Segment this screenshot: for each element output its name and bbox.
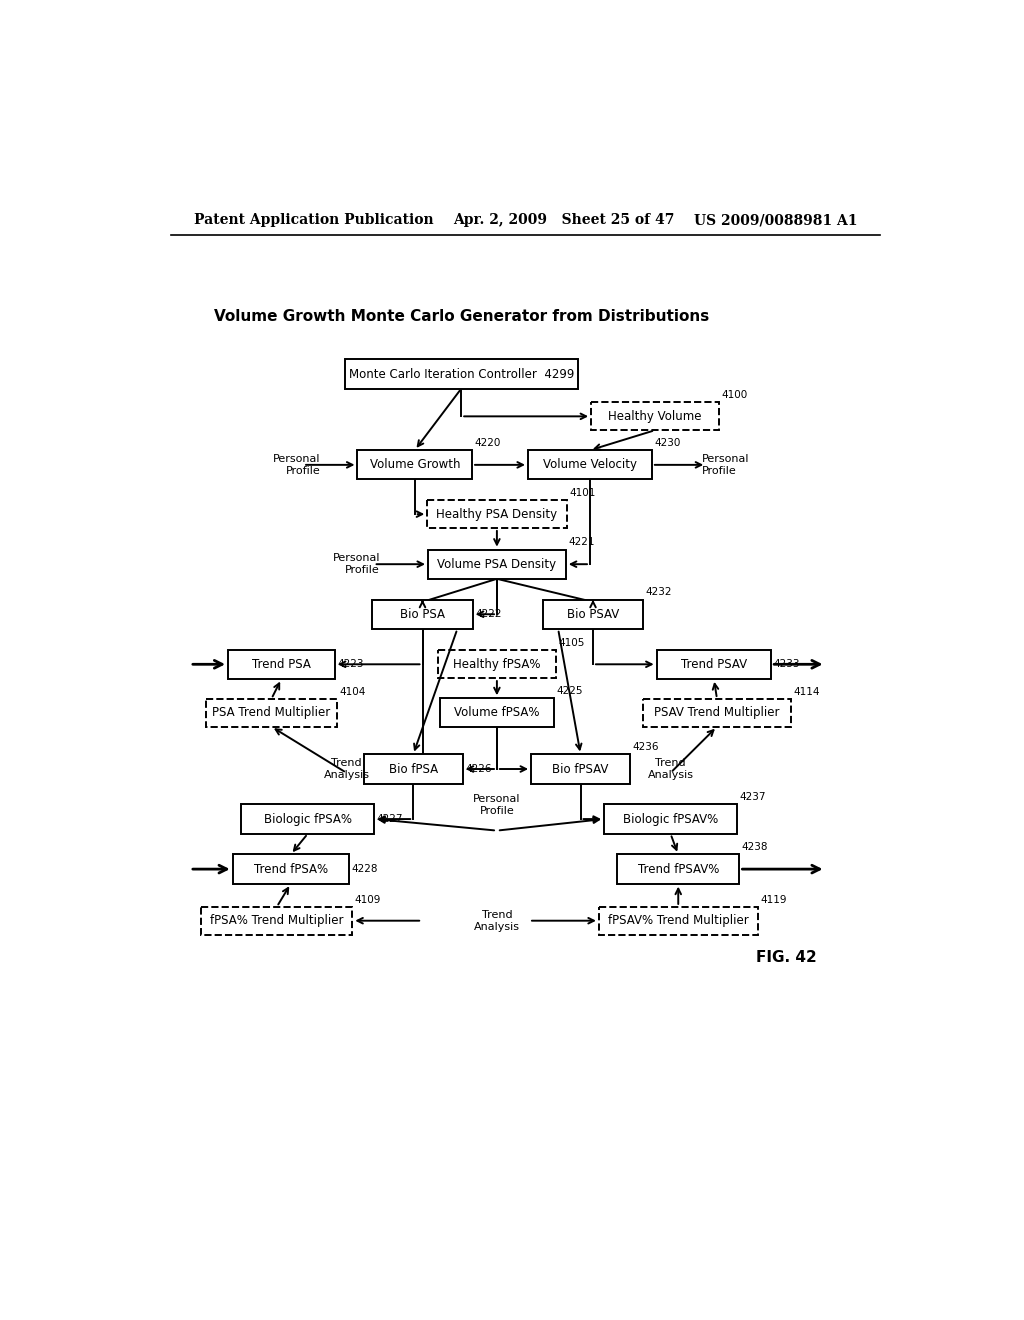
Bar [427,500,566,528]
Text: 4114: 4114 [793,686,819,697]
Text: 4105: 4105 [558,638,585,648]
Bar [591,403,719,430]
Text: Bio fPSA: Bio fPSA [389,763,438,776]
Bar [531,755,630,784]
Text: 4226: 4226 [465,764,492,774]
Bar [528,450,652,479]
Bar [643,700,791,726]
Text: Monte Carlo Iteration Controller  4299: Monte Carlo Iteration Controller 4299 [348,367,573,380]
Bar [543,599,643,628]
Text: Bio PSA: Bio PSA [400,607,445,620]
Text: Volume PSA Density: Volume PSA Density [437,557,556,570]
Text: fPSA% Trend Multiplier: fPSA% Trend Multiplier [210,915,343,927]
Text: Bio fPSAV: Bio fPSAV [552,763,609,776]
Bar [241,804,375,834]
Text: Biologic fPSA%: Biologic fPSA% [264,813,352,825]
Bar [357,450,472,479]
Text: Patent Application Publication: Patent Application Publication [194,213,433,227]
Text: 4225: 4225 [557,686,583,696]
Text: Volume Growth: Volume Growth [370,458,460,471]
Text: 4109: 4109 [354,895,381,904]
Text: Biologic fPSAV%: Biologic fPSAV% [623,813,718,825]
Text: Healthy PSA Density: Healthy PSA Density [436,508,557,520]
Bar [604,804,737,834]
Text: FIG. 42: FIG. 42 [756,950,816,965]
Bar [202,907,352,935]
Text: 4100: 4100 [721,391,748,400]
Bar [617,854,739,884]
Text: 4233: 4233 [773,659,800,669]
Text: 4236: 4236 [633,742,659,752]
Text: Bio PSAV: Bio PSAV [567,607,620,620]
Text: 4101: 4101 [569,488,595,498]
Text: Trend
Analysis: Trend Analysis [647,758,693,780]
Text: Personal
Profile: Personal Profile [473,795,520,816]
Text: 4230: 4230 [654,438,681,447]
Text: 4238: 4238 [741,842,768,853]
Text: 4104: 4104 [340,686,366,697]
Text: Trend
Analysis: Trend Analysis [324,758,370,780]
Text: 4222: 4222 [475,610,502,619]
Text: PSAV Trend Multiplier: PSAV Trend Multiplier [654,706,779,719]
Bar [372,599,473,628]
Text: 4227: 4227 [377,814,403,824]
Text: Volume fPSA%: Volume fPSA% [455,706,540,719]
Bar [364,755,463,784]
Bar [656,649,771,678]
Text: Trend PSAV: Trend PSAV [681,657,746,671]
Bar [428,549,566,578]
Bar [438,651,556,678]
Bar [232,854,349,884]
Text: 4228: 4228 [351,865,378,874]
Text: 4220: 4220 [474,438,501,447]
Text: 4221: 4221 [568,537,595,548]
Text: Trend PSA: Trend PSA [252,657,311,671]
Text: 4232: 4232 [646,587,672,597]
Text: 4237: 4237 [739,792,766,803]
Bar [439,698,554,727]
Text: Volume Velocity: Volume Velocity [543,458,637,471]
Bar [345,359,578,388]
Text: Personal
Profile: Personal Profile [701,454,749,475]
Text: Healthy fPSA%: Healthy fPSA% [454,657,541,671]
Text: fPSAV% Trend Multiplier: fPSAV% Trend Multiplier [608,915,749,927]
Text: Trend fPSA%: Trend fPSA% [254,862,328,875]
Text: PSA Trend Multiplier: PSA Trend Multiplier [212,706,331,719]
Text: Personal
Profile: Personal Profile [333,553,380,576]
Text: Trend
Analysis: Trend Analysis [474,909,520,932]
Text: Trend fPSAV%: Trend fPSAV% [638,862,719,875]
Text: Healthy Volume: Healthy Volume [608,409,701,422]
Text: Volume Growth Monte Carlo Generator from Distributions: Volume Growth Monte Carlo Generator from… [214,309,709,323]
Bar [599,907,758,935]
Text: 4223: 4223 [337,659,364,669]
Bar [206,700,337,726]
Text: 4119: 4119 [760,895,786,904]
Text: US 2009/0088981 A1: US 2009/0088981 A1 [693,213,857,227]
Bar [228,649,335,678]
Text: Personal
Profile: Personal Profile [272,454,321,475]
Text: Apr. 2, 2009   Sheet 25 of 47: Apr. 2, 2009 Sheet 25 of 47 [454,213,675,227]
